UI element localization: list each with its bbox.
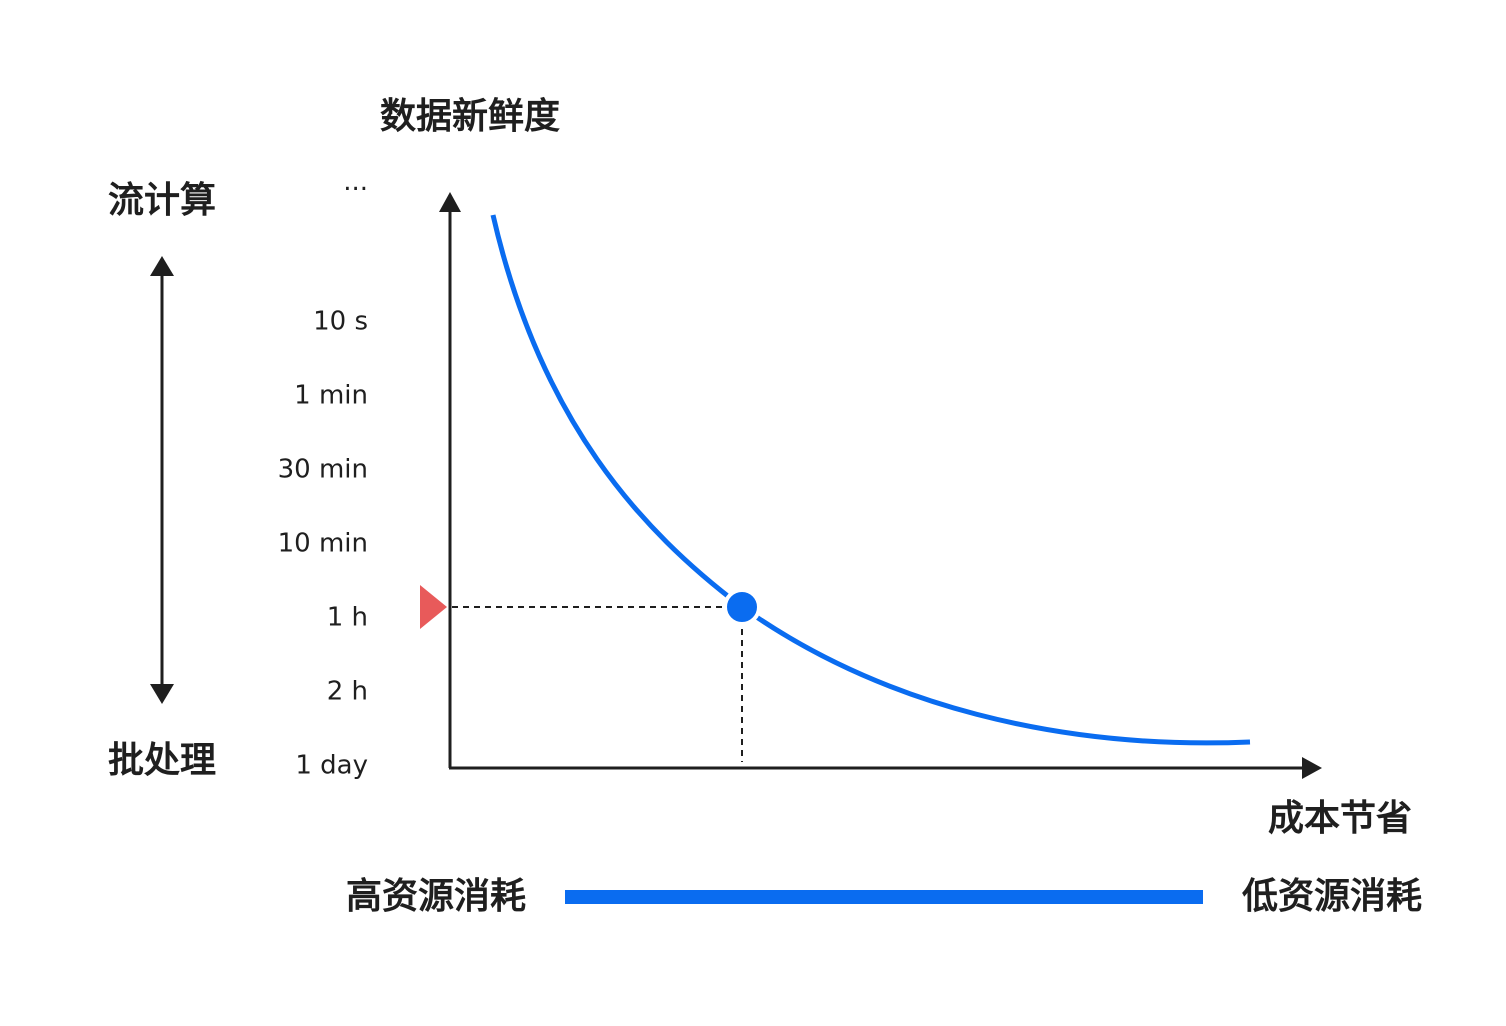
- y-label: 1 h: [327, 603, 368, 633]
- arrow-head: [439, 192, 461, 212]
- tradeoff-curve: [490, 214, 1251, 746]
- y-label: 1 min: [294, 381, 368, 411]
- x-axis-title: 成本节省: [1268, 798, 1412, 839]
- y-label: 2 h: [327, 677, 368, 707]
- arrow-head: [150, 684, 174, 704]
- y-label: ···: [343, 175, 368, 205]
- cost-bar: [565, 890, 1203, 904]
- marker: [420, 585, 447, 629]
- high-cost-label: 高资源消耗: [346, 876, 526, 917]
- operating-point: [723, 588, 761, 626]
- y-label: 1 day: [295, 751, 368, 781]
- y-axis-title: 数据新鲜度: [380, 96, 560, 137]
- low-cost-label: 低资源消耗: [1242, 876, 1422, 917]
- y-label: 30 min: [278, 455, 368, 485]
- batch-label: 批处理: [108, 740, 216, 781]
- stream-label: 流计算: [108, 180, 216, 221]
- y-label: 10 min: [278, 529, 368, 559]
- arrow-head: [1302, 757, 1322, 779]
- y-label: 10 s: [313, 307, 368, 337]
- arrow-head: [150, 256, 174, 276]
